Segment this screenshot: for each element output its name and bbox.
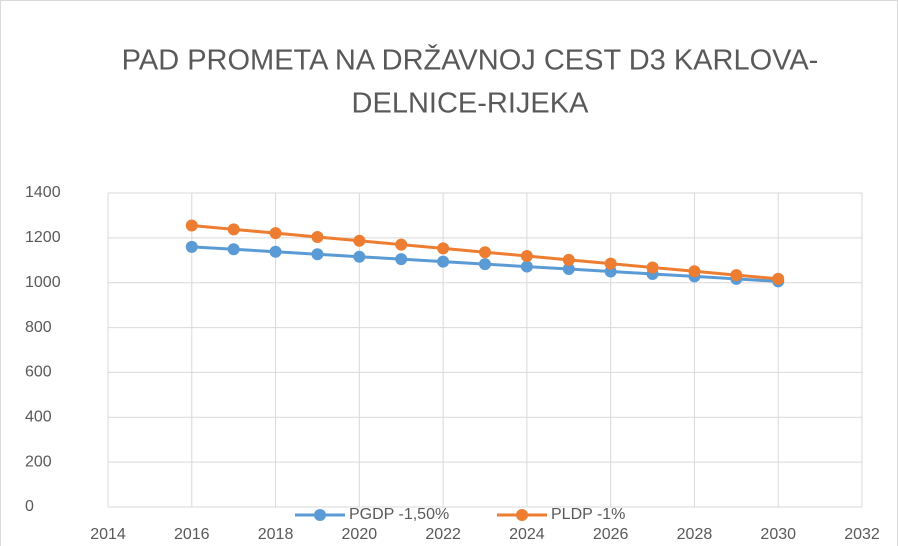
- data-point: [562, 253, 575, 266]
- y-tick-label: 600: [25, 364, 52, 381]
- x-tick-label: 2024: [509, 526, 545, 543]
- data-point: [437, 242, 450, 255]
- y-tick-label: 200: [25, 453, 52, 470]
- legend-label: PGDP -1,50%: [349, 506, 449, 523]
- data-point: [311, 248, 324, 261]
- data-point: [520, 260, 533, 273]
- x-tick-label: 2014: [90, 526, 126, 543]
- data-point: [646, 261, 659, 274]
- data-point: [730, 269, 743, 282]
- y-tick-label: 1000: [25, 274, 61, 291]
- data-point: [437, 255, 450, 268]
- x-tick-label: 2032: [844, 526, 880, 543]
- x-tick-label: 2026: [593, 526, 629, 543]
- x-tick-label: 2016: [174, 526, 210, 543]
- x-tick-label: 2028: [677, 526, 713, 543]
- y-tick-label: 400: [25, 409, 52, 426]
- legend-marker: [516, 509, 528, 521]
- data-point: [688, 265, 701, 278]
- y-tick-label: 800: [25, 319, 52, 336]
- data-point: [185, 219, 198, 232]
- data-point: [185, 240, 198, 253]
- data-point: [395, 238, 408, 251]
- chart-title: DELNICE-RIJEKA: [352, 88, 590, 120]
- data-point: [395, 253, 408, 266]
- chart-title: PAD PROMETA NA DRŽAVNOJ CEST D3 KARLOVA-: [122, 44, 819, 77]
- data-point: [479, 246, 491, 259]
- data-point: [520, 250, 533, 263]
- legend-label: PLDP -1%: [551, 506, 625, 523]
- data-point: [353, 250, 366, 263]
- x-tick-label: 2018: [258, 526, 294, 543]
- x-tick-label: 2020: [342, 526, 378, 543]
- data-point: [269, 227, 282, 240]
- y-tick-label: 1400: [25, 184, 61, 201]
- data-point: [562, 263, 575, 276]
- x-tick-label: 2022: [425, 526, 461, 543]
- data-point: [772, 272, 785, 285]
- data-point: [311, 230, 324, 243]
- y-tick-label: 0: [25, 498, 34, 515]
- data-point: [269, 245, 282, 258]
- x-tick-label: 2030: [760, 526, 796, 543]
- data-point: [227, 243, 240, 256]
- y-tick-label: 1200: [25, 229, 61, 246]
- data-point: [604, 257, 617, 270]
- data-point: [227, 223, 240, 236]
- data-point: [353, 234, 366, 247]
- legend-marker: [314, 509, 326, 521]
- data-point: [479, 258, 491, 271]
